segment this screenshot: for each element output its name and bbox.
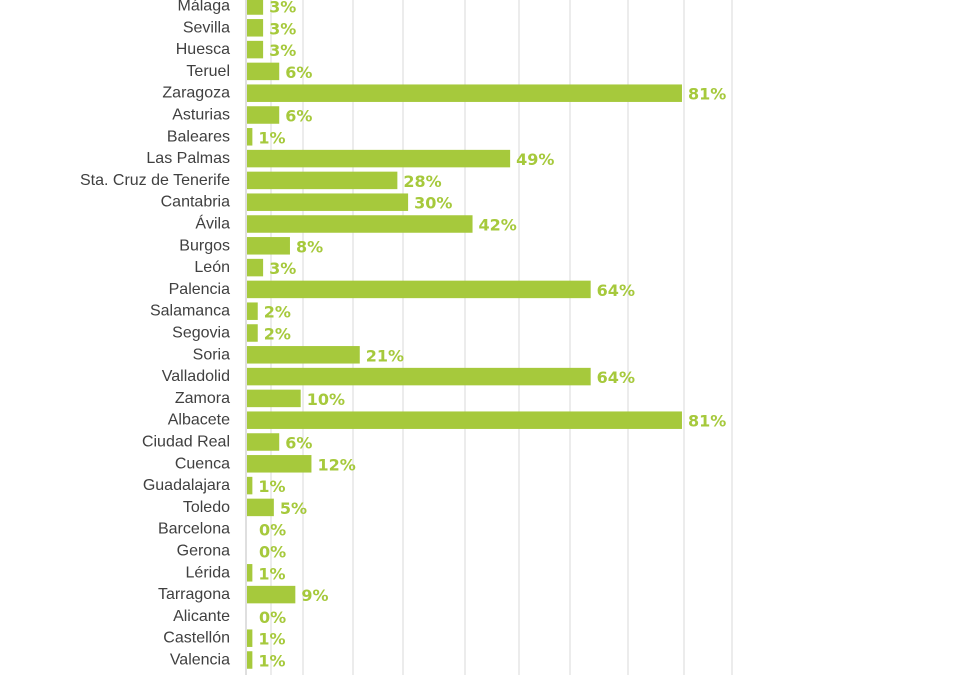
- category-label: Cantabria: [161, 194, 230, 211]
- category-label: Lérida: [186, 564, 231, 581]
- bar: [247, 433, 280, 451]
- data-label: 0%: [259, 673, 286, 675]
- data-label: 6%: [285, 434, 312, 453]
- category-label: Valencia: [170, 652, 230, 669]
- value-labels: 3%3%3%6%81%6%1%49%28%30%42%8%3%64%2%2%21…: [258, 0, 726, 675]
- bar: [247, 367, 591, 386]
- bar: [247, 498, 274, 517]
- category-label: Soria: [193, 346, 230, 363]
- data-label: 64%: [597, 368, 635, 387]
- bar: [247, 389, 301, 408]
- data-label: 9%: [301, 586, 328, 605]
- bars: [247, 0, 682, 669]
- data-label: 0%: [259, 521, 286, 540]
- data-label: 81%: [688, 412, 726, 431]
- data-label: 28%: [403, 172, 441, 191]
- data-label: 2%: [264, 325, 291, 344]
- grid-lines: [245, 0, 733, 675]
- category-label: Huesca: [176, 41, 230, 58]
- bar: [247, 84, 682, 102]
- category-label: Gerona: [177, 543, 230, 560]
- bar: [247, 585, 296, 604]
- bar: [247, 302, 258, 320]
- category-label: Ávila: [195, 214, 230, 233]
- bar: [247, 62, 280, 81]
- category-label: Zaragoza: [162, 85, 230, 102]
- data-label: 1%: [258, 477, 285, 496]
- category-label: Burgos: [179, 237, 230, 254]
- category-label: Toledo: [183, 499, 230, 516]
- bar: [247, 19, 264, 37]
- data-label: 2%: [264, 303, 291, 322]
- data-label: 64%: [597, 281, 635, 300]
- category-label: Barcelona: [158, 521, 230, 538]
- category-label: Alicante: [173, 608, 230, 625]
- data-label: 1%: [258, 630, 285, 649]
- bar: [247, 149, 511, 168]
- data-label: 81%: [688, 85, 726, 104]
- category-label: Ciudad Real: [142, 434, 230, 451]
- data-label: 6%: [285, 63, 312, 82]
- data-label: 0%: [259, 608, 286, 627]
- category-label: Guadalajara: [143, 477, 230, 494]
- bar: [247, 40, 264, 59]
- bar: [247, 651, 253, 669]
- bar: [247, 193, 409, 211]
- data-label: 10%: [307, 390, 345, 409]
- data-label: 1%: [258, 128, 285, 147]
- bar: [247, 455, 312, 473]
- bar: [247, 258, 264, 277]
- data-label: 8%: [296, 237, 323, 256]
- category-label: Teruel: [186, 63, 230, 80]
- category-label: Cuenca: [175, 455, 230, 472]
- category-label: Albacete: [168, 412, 230, 429]
- bar: [247, 324, 258, 342]
- data-label: 21%: [366, 346, 404, 365]
- data-label: 5%: [280, 499, 307, 518]
- category-label: Badajoz: [172, 673, 230, 675]
- bar: [247, 476, 253, 495]
- category-label: Málaga: [178, 0, 231, 15]
- category-label: Sta. Cruz de Tenerife: [80, 172, 230, 189]
- category-labels: Málaga Sevilla Huesca Teruel Zaragoza Asturia…: [80, 0, 230, 675]
- category-label: Valladolid: [162, 368, 230, 385]
- bar: [247, 171, 398, 190]
- category-label: Zamora: [175, 390, 230, 407]
- data-label: 3%: [269, 0, 296, 17]
- data-label: 1%: [258, 564, 285, 583]
- data-label: 42%: [479, 216, 517, 235]
- bar: [247, 106, 280, 124]
- data-label: 3%: [269, 41, 296, 60]
- bar: [247, 215, 473, 233]
- category-label: Castellón: [163, 630, 230, 647]
- category-label: Sevilla: [183, 19, 230, 36]
- bar: [247, 280, 591, 299]
- category-label: Las Palmas: [146, 150, 230, 167]
- category-label: Baleares: [167, 128, 230, 145]
- data-label: 3%: [269, 259, 296, 278]
- data-label: 30%: [414, 194, 452, 213]
- bar: [247, 411, 682, 429]
- bar: [247, 237, 290, 255]
- data-label: 3%: [269, 19, 296, 38]
- bar: [247, 564, 253, 582]
- bar: [247, 629, 253, 647]
- bar: [247, 346, 360, 364]
- category-label: Palencia: [169, 281, 230, 298]
- data-label: 12%: [317, 455, 355, 474]
- data-label: 49%: [516, 150, 554, 169]
- category-label: Segovia: [172, 325, 230, 342]
- data-label: 1%: [258, 652, 285, 671]
- bar: [247, 0, 264, 15]
- category-label: León: [194, 259, 230, 276]
- data-label: 6%: [285, 107, 312, 126]
- bar: [247, 128, 253, 146]
- category-label: Tarragona: [158, 586, 230, 603]
- category-label: Salamanca: [150, 303, 230, 320]
- category-label: Asturias: [172, 107, 230, 124]
- data-label: 0%: [259, 543, 286, 562]
